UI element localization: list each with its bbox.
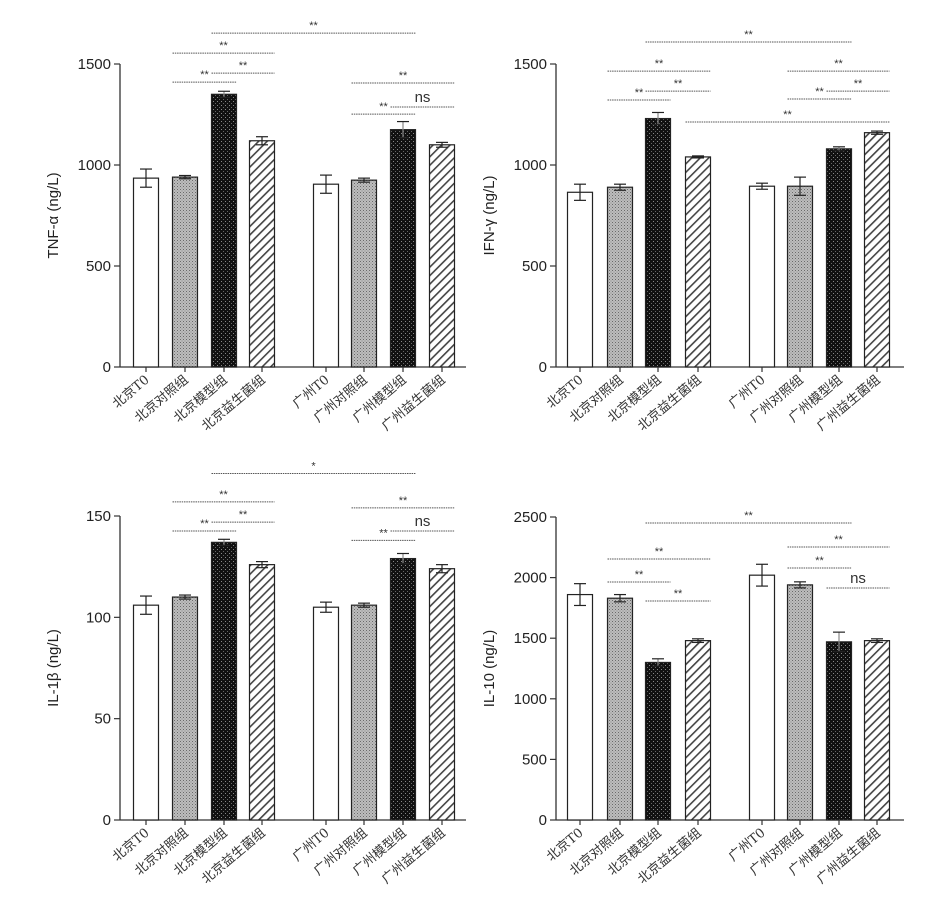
bar (865, 641, 890, 820)
y-axis-label: IL-10 (ng/L) (481, 630, 498, 708)
bar (352, 180, 377, 367)
bar (173, 177, 198, 367)
bar (646, 662, 671, 820)
significance-label: ** (379, 527, 388, 539)
bar (352, 605, 377, 820)
significance-label: ** (239, 60, 248, 72)
bar (430, 145, 455, 367)
y-tick-label: 1500 (514, 56, 547, 73)
y-axis-label: TNF-α (ng/L) (45, 172, 62, 258)
bar (134, 605, 159, 820)
bar (250, 141, 275, 367)
bar (134, 178, 159, 367)
bar (314, 607, 339, 820)
bar (608, 598, 633, 820)
significance-label: ns (415, 89, 431, 106)
significance-label: ** (219, 40, 228, 52)
bar (686, 157, 711, 367)
bar (827, 642, 852, 820)
figure: 050010001500TNF-α (ng/L)北京T0北京对照组北京模型组北京… (0, 0, 931, 922)
bar (568, 192, 593, 367)
y-tick-label: 0 (103, 359, 111, 376)
y-tick-label: 500 (522, 751, 547, 768)
bar (314, 184, 339, 367)
significance-label: ** (399, 70, 408, 82)
bar (391, 130, 416, 367)
y-tick-label: 150 (86, 508, 111, 525)
significance-label: ns (415, 513, 431, 530)
bar (391, 559, 416, 820)
bar (827, 149, 852, 367)
y-tick-label: 500 (86, 258, 111, 275)
bar (788, 585, 813, 820)
y-tick-label: 1000 (78, 157, 111, 174)
y-tick-label: 0 (539, 812, 547, 829)
significance-label: ** (854, 78, 863, 90)
significance-label: ** (219, 489, 228, 501)
bar (250, 565, 275, 820)
y-tick-label: 1500 (78, 56, 111, 73)
significance-label: ** (239, 509, 248, 521)
bar (608, 187, 633, 367)
significance-label: ** (744, 29, 753, 41)
significance-label: ** (379, 101, 388, 113)
significance-label: ** (635, 569, 644, 581)
chart-panel-1: 050010001500TNF-α (ng/L)北京T0北京对照组北京模型组北京… (45, 20, 466, 434)
y-tick-label: 0 (539, 359, 547, 376)
bar (173, 597, 198, 820)
significance-label: ** (399, 495, 408, 507)
y-tick-label: 100 (86, 609, 111, 626)
y-tick-label: 50 (94, 711, 111, 728)
y-tick-label: 1000 (514, 691, 547, 708)
significance-label: ** (834, 58, 843, 70)
y-axis-label: IFN-γ (ng/L) (481, 175, 498, 255)
bar (212, 94, 237, 367)
bar (568, 595, 593, 820)
significance-label: ** (815, 86, 824, 98)
bar (686, 641, 711, 820)
chart-panel-2: 050010001500IFN-γ (ng/L)北京T0北京对照组北京模型组北京… (481, 29, 904, 434)
y-tick-label: 0 (103, 812, 111, 829)
bar (430, 569, 455, 820)
significance-label: ** (674, 588, 683, 600)
significance-label: ** (200, 69, 209, 81)
significance-label: ** (834, 534, 843, 546)
significance-label: ** (309, 20, 318, 32)
significance-label: ** (783, 109, 792, 121)
bar (212, 542, 237, 820)
significance-label: ** (674, 78, 683, 90)
y-axis-label: IL-1β (ng/L) (45, 629, 62, 707)
y-tick-label: 2500 (514, 509, 547, 526)
y-tick-label: 1500 (514, 630, 547, 647)
y-tick-label: 500 (522, 258, 547, 275)
significance-label: ** (200, 518, 209, 530)
y-tick-label: 1000 (514, 157, 547, 174)
significance-label: * (311, 460, 316, 472)
chart-panel-4: 05001000150020002500IL-10 (ng/L)北京T0北京对照… (481, 509, 904, 887)
bar (750, 186, 775, 367)
significance-label: ** (815, 555, 824, 567)
bar (750, 575, 775, 820)
significance-label: ** (655, 58, 664, 70)
bar (788, 186, 813, 367)
significance-label: ** (655, 546, 664, 558)
significance-label: ** (635, 87, 644, 99)
bar (865, 133, 890, 367)
chart-panel-3: 050100150IL-1β (ng/L)北京T0北京对照组北京模型组北京益生菌… (45, 460, 466, 887)
y-tick-label: 2000 (514, 570, 547, 587)
bar (646, 119, 671, 367)
significance-label: ** (744, 510, 753, 522)
significance-label: ns (850, 570, 866, 587)
